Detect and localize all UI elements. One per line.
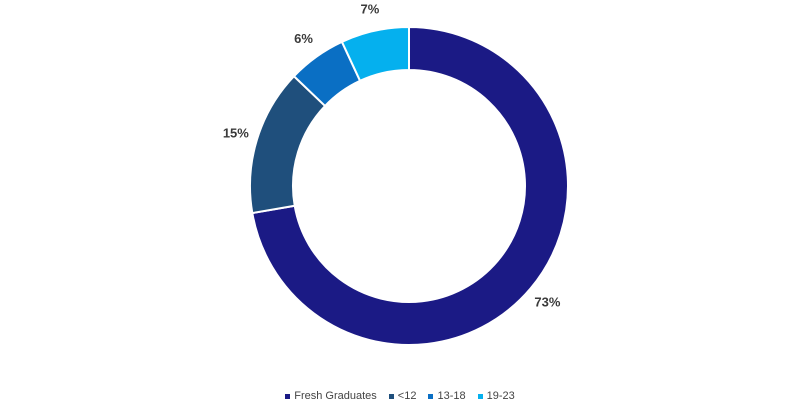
legend-label: <12 xyxy=(397,390,417,402)
slice-label-2: 6% xyxy=(294,31,313,46)
slice-label-0: 73% xyxy=(534,295,560,310)
legend-swatch xyxy=(388,393,394,399)
legend-item-0: Fresh Graduates xyxy=(285,390,377,402)
slice-label-1: 15% xyxy=(223,125,249,140)
legend-swatch xyxy=(285,393,291,399)
legend-item-2: 13-18 xyxy=(428,390,466,402)
slice-19-23 xyxy=(340,25,410,83)
donut-chart: 73% 15% 6% 7% xyxy=(223,1,569,346)
legend-label: 13-18 xyxy=(437,390,466,402)
slice-12 xyxy=(249,74,327,215)
slice-label-3: 7% xyxy=(361,1,380,16)
legend-swatch xyxy=(428,393,434,399)
slice-fresh-graduates xyxy=(251,25,569,346)
chart-legend: Fresh Graduates <12 13-18 19-23 xyxy=(0,388,800,404)
legend-item-1: <12 xyxy=(388,390,417,402)
legend-item-3: 19-23 xyxy=(477,390,515,402)
legend-label: 19-23 xyxy=(486,390,515,402)
legend-swatch xyxy=(477,393,483,399)
legend-label: Fresh Graduates xyxy=(294,390,377,402)
